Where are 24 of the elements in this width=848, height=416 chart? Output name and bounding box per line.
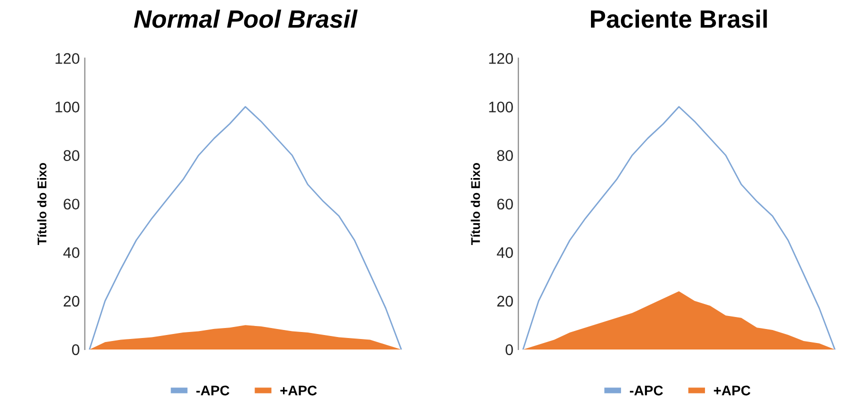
chart-title: Normal Pool Brasil xyxy=(134,10,358,28)
y-axis-title: Título do Eixo xyxy=(37,163,46,246)
y-axis-title: Título do Eixo xyxy=(470,163,480,246)
legend-label: -APC xyxy=(630,386,663,396)
legend-label: +APC xyxy=(280,386,317,396)
y-tick-label: 0 xyxy=(506,344,513,356)
legend-label: -APC xyxy=(196,386,230,396)
y-tick-label: 80 xyxy=(497,150,513,161)
y-tick-label: 120 xyxy=(489,53,513,64)
line-series xyxy=(522,106,836,350)
y-tick-label: 100 xyxy=(489,102,513,112)
y-tick-label: 20 xyxy=(497,296,513,307)
line-series xyxy=(88,106,402,350)
y-tick-label: 120 xyxy=(56,53,80,64)
y-tick-label: 100 xyxy=(56,102,80,112)
y-tick-label: 20 xyxy=(64,296,80,307)
y-tick-label: 80 xyxy=(64,150,80,161)
y-tick-label: 0 xyxy=(72,344,80,356)
y-tick-label: 40 xyxy=(63,247,80,258)
y-tick-label: 40 xyxy=(496,247,513,258)
y-tick-label: 60 xyxy=(497,198,513,210)
legend-label: +APC xyxy=(714,386,750,396)
y-tick-label: 60 xyxy=(64,198,80,210)
chart-title: Paciente Brasil xyxy=(590,10,767,28)
